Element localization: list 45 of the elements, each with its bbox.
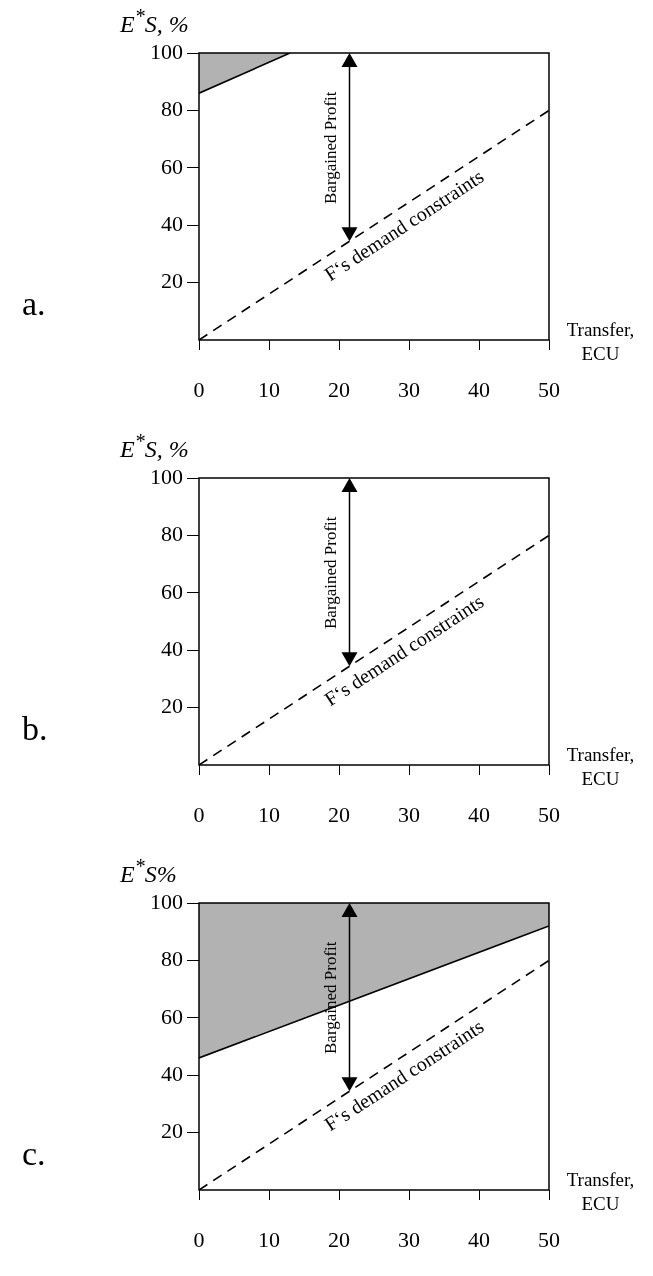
text: c.	[22, 1135, 46, 1173]
y-tick-label: 100	[150, 888, 183, 914]
x-tick-label: 40	[468, 376, 490, 402]
x-tick-label: 10	[258, 376, 280, 402]
x-tick-label: 20	[328, 1226, 350, 1252]
x-tick-label: 40	[468, 1226, 490, 1252]
y-tick-label: 60	[161, 1003, 183, 1029]
x-tick-label: 30	[398, 801, 420, 827]
y-tick-label: 60	[161, 578, 183, 604]
y-tick-label: 80	[161, 521, 183, 547]
y-tick-label: 40	[161, 1060, 183, 1086]
x-tick-label: 0	[193, 801, 205, 827]
x-tick-label: 10	[258, 1226, 280, 1252]
y-tick-label: 80	[161, 96, 183, 122]
y-axis-title: E$^{*}$S, %	[120, 5, 189, 38]
x-tick-label: 50	[538, 1226, 560, 1252]
x-tick-label: 50	[538, 376, 560, 402]
x-tick-label: 0	[193, 376, 205, 402]
y-tick-label: 80	[161, 946, 183, 972]
x-axis-title: Transfer, ECU	[565, 1168, 636, 1216]
y-tick-label: 100	[150, 38, 183, 64]
x-tick-label: 30	[398, 1226, 420, 1252]
x-tick-label: 0	[193, 1226, 205, 1252]
x-tick-label: 20	[328, 376, 350, 402]
y-tick-label: 40	[161, 210, 183, 236]
x-tick-label: 30	[398, 376, 420, 402]
text: b.	[22, 710, 48, 748]
x-tick-label: 20	[328, 801, 350, 827]
x-tick-label: 40	[468, 801, 490, 827]
y-axis-title: E$^{*}$S, %	[120, 430, 189, 463]
text: a.	[22, 285, 46, 323]
y-tick-label: 20	[161, 268, 183, 294]
x-tick-label: 50	[538, 801, 560, 827]
x-axis-title: Transfer, ECU	[565, 743, 636, 791]
y-axis-title: E$^{*}$S%	[120, 855, 177, 888]
annotation: Bargained Profit	[320, 941, 340, 1054]
y-tick-label: 20	[161, 1118, 183, 1144]
x-tick-label: 10	[258, 801, 280, 827]
y-tick-label: 60	[161, 153, 183, 179]
y-tick-label: 100	[150, 463, 183, 489]
x-axis-title: Transfer, ECU	[565, 318, 636, 366]
annotation: Bargained Profit	[320, 516, 340, 629]
y-tick-label: 40	[161, 635, 183, 661]
annotation: Bargained Profit	[320, 91, 340, 204]
y-tick-label: 20	[161, 693, 183, 719]
